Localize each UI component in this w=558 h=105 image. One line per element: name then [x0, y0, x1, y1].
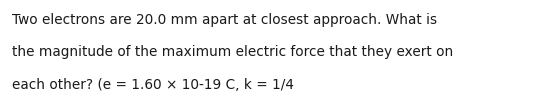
Text: Two electrons are 20.0 mm apart at closest approach. What is: Two electrons are 20.0 mm apart at close… — [12, 13, 437, 27]
Text: each other? (e = 1.60 × 10-19 C, k = 1/4: each other? (e = 1.60 × 10-19 C, k = 1/4 — [12, 78, 294, 92]
Text: the magnitude of the maximum electric force that they exert on: the magnitude of the maximum electric fo… — [12, 45, 454, 59]
